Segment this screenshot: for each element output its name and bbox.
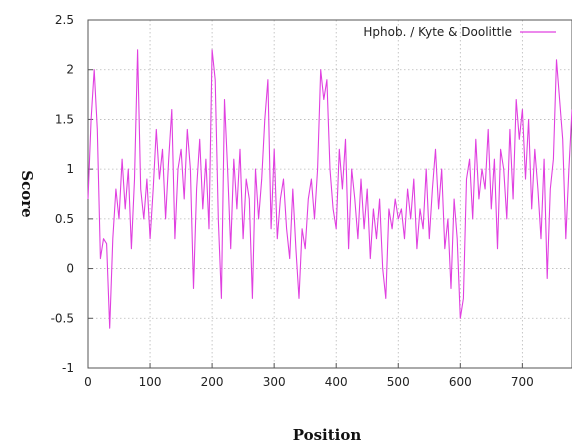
legend: Hphob. / Kyte & Doolittle [363, 25, 556, 39]
x-tick-label: 300 [263, 375, 286, 389]
x-tick-label: 0 [84, 375, 92, 389]
series-layer [87, 49, 572, 329]
x-axis-title: Position [293, 426, 362, 444]
y-axis-title: Score [18, 170, 36, 217]
y-tick-label: 0.5 [55, 212, 74, 226]
x-tick-label: 700 [511, 375, 534, 389]
y-tick-label: 1.5 [55, 112, 74, 126]
x-tick-label: 200 [201, 375, 224, 389]
axis-ticks: 0 100 200 300 400 500 600 700 -1 -0.5 0 0.5 1 1.5 2 2.5 [51, 13, 534, 389]
y-tick-label: -1 [62, 361, 74, 375]
y-tick-label: 2.5 [55, 13, 74, 27]
y-tick-label: 1 [66, 162, 74, 176]
legend-label: Hphob. / Kyte & Doolittle [363, 25, 512, 39]
x-tick-label: 600 [449, 375, 472, 389]
x-tick-label: 500 [387, 375, 410, 389]
y-tick-label: -0.5 [51, 311, 74, 325]
series-line-hydrophobicity [87, 49, 572, 329]
y-tick-label: 2 [66, 63, 74, 77]
y-tick-label: 0 [66, 262, 74, 276]
x-tick-label: 400 [325, 375, 348, 389]
x-tick-label: 100 [139, 375, 162, 389]
